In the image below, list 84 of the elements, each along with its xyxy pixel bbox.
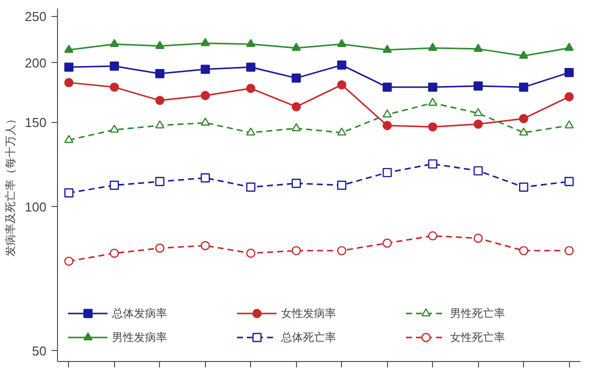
point [64,256,74,266]
point [64,62,74,72]
point [428,82,438,92]
point [155,244,164,253]
legend-label: 总体发病率 [112,306,168,320]
point [564,42,574,51]
point [382,44,392,53]
point [564,246,574,256]
y-tick-label: 50 [32,343,47,358]
point [519,114,528,124]
point [155,96,164,106]
point [200,64,210,74]
point [564,120,574,128]
point [382,109,392,118]
point [292,102,301,112]
point [246,127,256,136]
point [110,62,119,71]
point [292,42,301,51]
point [519,182,528,192]
point [474,234,483,243]
point [292,178,301,188]
legend-label: 男性死亡率 [450,306,506,320]
point [519,127,528,136]
point [110,180,119,190]
point [110,248,119,258]
point [474,120,483,129]
point [474,166,483,176]
point [474,108,483,116]
point [337,127,346,136]
point [382,82,392,92]
y-tick-label: 100 [24,199,47,214]
y-tick-label: 250 [24,9,47,24]
point [337,80,346,90]
point [564,176,574,186]
point [200,38,210,46]
point [428,159,438,169]
point [246,38,256,48]
point [200,173,210,182]
point [110,38,119,48]
point [64,78,74,88]
point [155,120,164,128]
point [474,44,483,52]
point [200,241,210,250]
point [337,60,346,70]
y-tick-label: 200 [24,55,47,70]
point [246,248,256,258]
y-tick-label: 150 [24,115,47,130]
point [64,134,74,143]
point [246,62,256,72]
point [564,92,574,102]
point [428,42,438,51]
point [155,69,164,78]
point [292,73,301,83]
point [110,124,119,133]
point [200,90,210,100]
point [110,82,119,92]
point [519,50,528,59]
legend-label: 男性发病率 [112,330,168,344]
point [155,176,164,186]
point [428,98,438,106]
legend-label: 女性发病率 [281,306,337,320]
point [200,118,210,126]
point [519,246,528,256]
point [246,182,256,192]
point [337,246,346,256]
point [337,38,346,48]
point [292,246,301,256]
point [382,238,392,248]
y-axis-title: 发病率及死亡率（每十万人） [4,114,17,256]
legend-label: 总体死亡率 [281,330,337,344]
point [64,44,74,53]
point [246,84,256,93]
point [382,168,392,178]
point [155,40,164,49]
legend-label: 女性死亡率 [450,330,506,344]
point [382,120,392,130]
point [564,68,574,78]
point [428,231,438,240]
point [337,180,346,190]
point [519,82,528,92]
point [64,188,74,198]
point [474,81,483,91]
point [292,123,301,132]
point [428,122,438,132]
